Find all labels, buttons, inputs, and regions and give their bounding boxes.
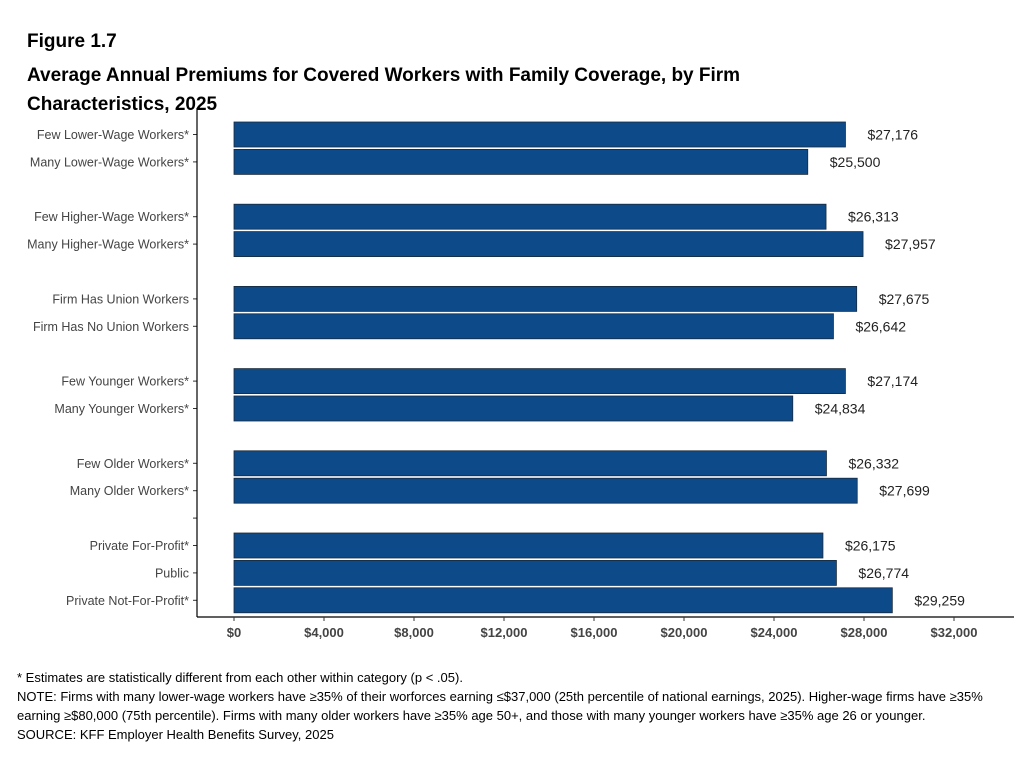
value-label: $27,176 xyxy=(867,127,918,143)
bar xyxy=(233,285,858,312)
category-label: Many Higher-Wage Workers* xyxy=(27,238,189,252)
bar xyxy=(233,477,858,504)
x-tick-label: $28,000 xyxy=(841,625,888,640)
category-label: Many Younger Workers* xyxy=(54,402,189,416)
value-label: $25,500 xyxy=(830,154,881,170)
bar xyxy=(233,231,864,258)
category-label: Private For-Profit* xyxy=(90,539,189,553)
category-label: Public xyxy=(155,566,189,580)
bar xyxy=(233,532,824,559)
significance-note: * Estimates are statistically different … xyxy=(17,670,463,685)
x-tick-label: $0 xyxy=(227,625,241,640)
value-label: $27,675 xyxy=(879,291,930,307)
category-label: Private Not-For-Profit* xyxy=(66,594,189,608)
chart-footer: * Estimates are statistically different … xyxy=(17,668,1007,744)
axis-layer: $0 $4,000 $8,000 $12,000 $16,000 $20,000 $24,0… xyxy=(193,108,1014,640)
category-label: Few Younger Workers* xyxy=(61,375,189,389)
value-label: $27,957 xyxy=(885,236,936,252)
x-tick-label: $32,000 xyxy=(931,625,978,640)
category-label: Many Older Workers* xyxy=(70,484,189,498)
bar xyxy=(233,313,834,340)
bar xyxy=(233,587,893,614)
value-label: $26,175 xyxy=(845,538,896,554)
value-label: $29,259 xyxy=(914,592,965,608)
bar xyxy=(233,560,837,586)
value-label: $27,699 xyxy=(879,483,930,499)
methodology-note: NOTE: Firms with many lower-wage workers… xyxy=(17,689,983,723)
source-note: SOURCE: KFF Employer Health Benefits Sur… xyxy=(17,727,334,742)
bar xyxy=(233,148,809,175)
category-label: Firm Has No Union Workers xyxy=(33,320,189,334)
value-label: $26,332 xyxy=(848,455,899,471)
figure-number: Figure 1.7 xyxy=(27,31,117,52)
x-tick-label: $8,000 xyxy=(394,625,434,640)
bar xyxy=(233,450,827,477)
value-label: $27,174 xyxy=(867,373,918,389)
category-label: Few Older Workers* xyxy=(77,457,189,471)
bar xyxy=(233,368,846,395)
value-label: $26,313 xyxy=(848,209,899,225)
value-label: $26,774 xyxy=(858,565,909,581)
labels-layer: $27,176 Few Lower-Wage Workers* $25,500 Man… xyxy=(27,127,965,609)
value-label: $24,834 xyxy=(815,401,866,417)
category-label: Few Lower-Wage Workers* xyxy=(37,128,189,142)
bar xyxy=(233,121,846,148)
bar xyxy=(233,395,794,422)
x-tick-label: $20,000 xyxy=(661,625,708,640)
bar xyxy=(233,203,827,230)
bars-layer xyxy=(233,121,893,614)
x-tick-label: $16,000 xyxy=(571,625,618,640)
category-label: Firm Has Union Workers xyxy=(52,292,189,306)
x-tick-label: $24,000 xyxy=(751,625,798,640)
category-label: Many Lower-Wage Workers* xyxy=(30,155,189,169)
chart-title: Average Annual Premiums for Covered Work… xyxy=(27,65,741,115)
x-tick-label: $12,000 xyxy=(481,625,528,640)
category-label: Few Higher-Wage Workers* xyxy=(34,210,189,224)
value-label: $26,642 xyxy=(855,318,906,334)
x-tick-label: $4,000 xyxy=(304,625,344,640)
bar-chart: $27,176 Few Lower-Wage Workers* $25,500 Man… xyxy=(27,108,1014,640)
